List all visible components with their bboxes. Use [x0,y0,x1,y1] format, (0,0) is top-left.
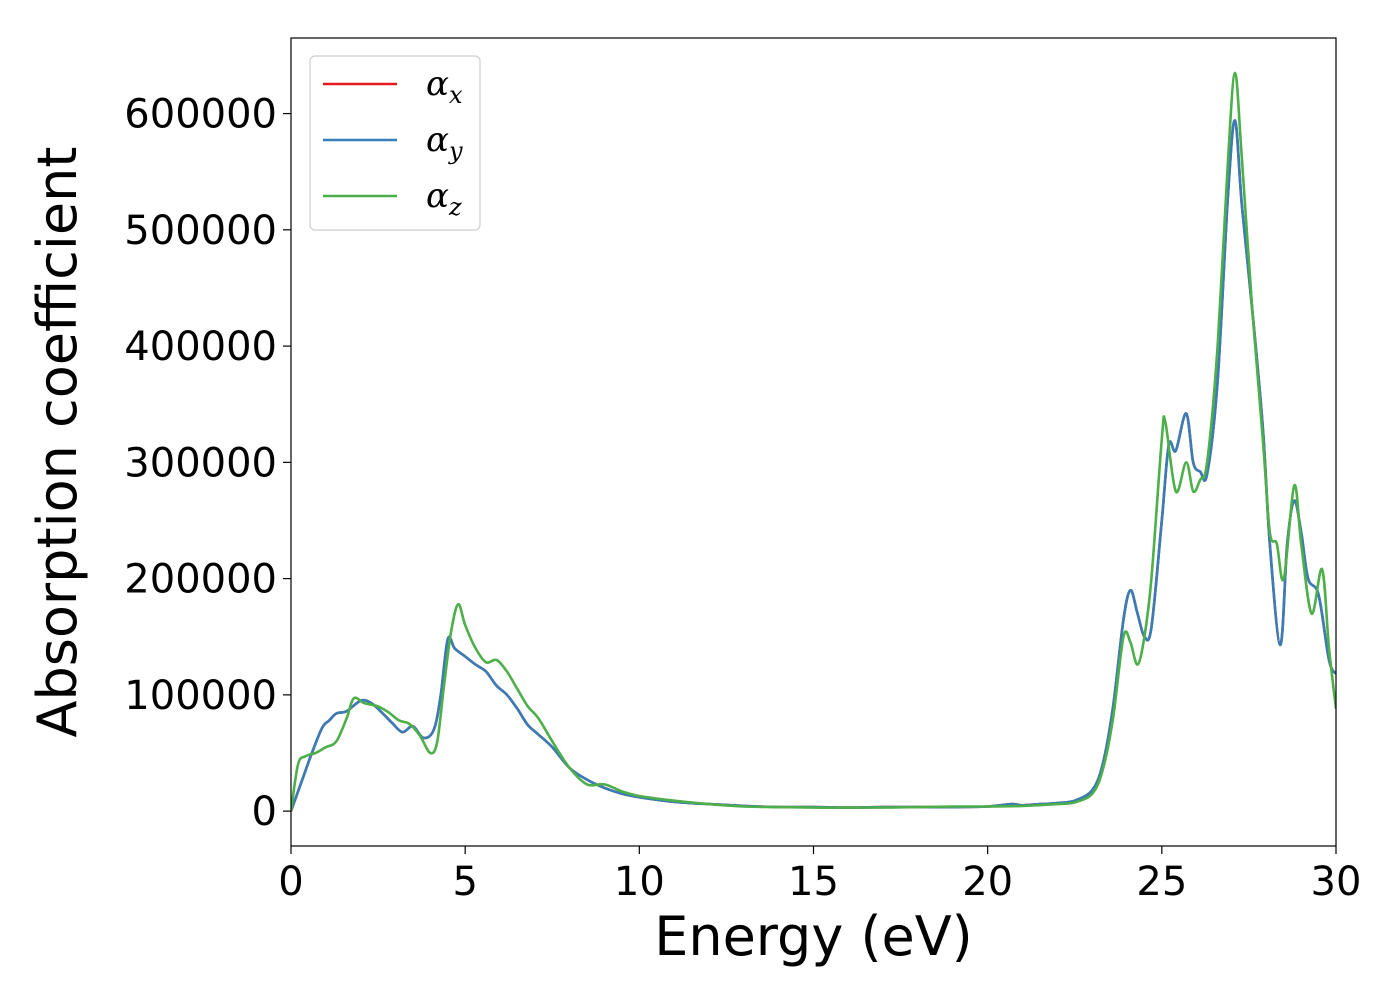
legend-box [309,55,481,231]
x-axis-label: Energy (eV) [654,905,973,968]
y-axis-ticks: 0 100000 200000 300000 400000 500000 600000 [124,92,291,835]
x-tick-label: 10 [614,859,665,905]
legend-label-y: αy [426,120,463,165]
y-tick-label: 100000 [124,673,277,719]
y-tick-label: 600000 [124,92,277,138]
y-tick-label: 200000 [124,557,277,603]
x-tick-label: 30 [1311,859,1362,905]
x-axis-ticks: 0 5 10 15 20 25 30 [278,846,1361,905]
x-tick-label: 20 [962,859,1013,905]
y-axis-label: Absorption coefficient [26,147,89,738]
y-tick-label: 0 [252,789,277,835]
series-line-z [291,71,1336,812]
legend-label-z: αz [426,176,462,221]
x-tick-label: 15 [788,859,839,905]
y-tick-label: 400000 [124,324,277,370]
x-tick-label: 25 [1136,859,1187,905]
x-tick-label: 0 [278,859,303,905]
y-tick-label: 500000 [124,208,277,254]
y-tick-label: 300000 [124,440,277,486]
legend-label-x: αx [426,64,463,109]
series-lines [291,71,1336,812]
x-tick-label: 5 [452,859,477,905]
legend: αx αy αz [309,55,481,231]
